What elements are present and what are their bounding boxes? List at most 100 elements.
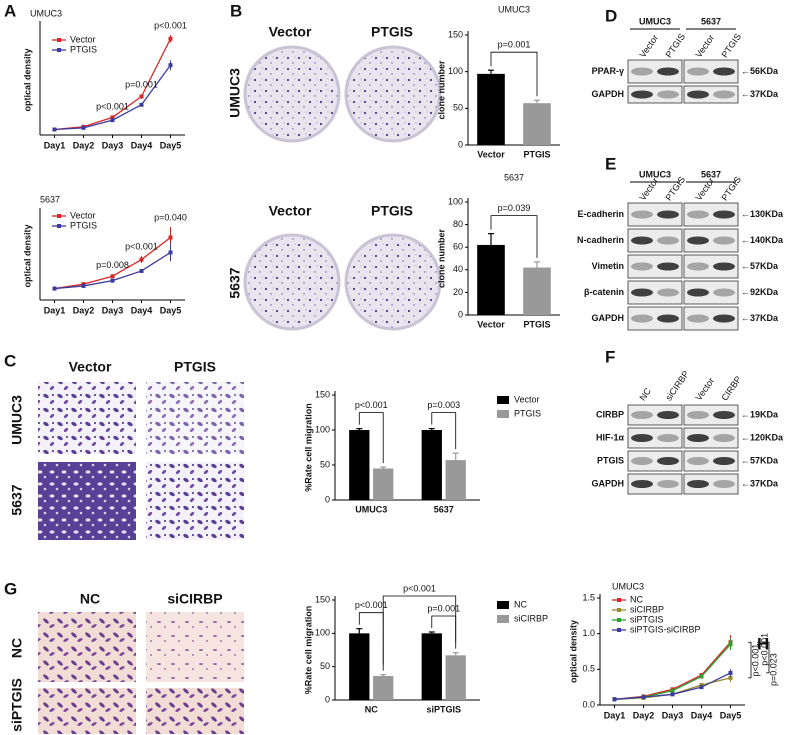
blot-band bbox=[657, 480, 679, 488]
x-tick-label: Day4 bbox=[131, 305, 153, 315]
annotation: p=0.039 bbox=[498, 203, 531, 213]
annotation: p=0.008 bbox=[96, 260, 129, 270]
colony-well bbox=[243, 45, 341, 143]
data-point bbox=[168, 63, 173, 68]
x-tick-label: Day4 bbox=[691, 710, 713, 720]
protein-label: GAPDH bbox=[591, 89, 624, 99]
blot-band bbox=[631, 90, 653, 99]
blot-band bbox=[713, 457, 735, 465]
panel-letter: E bbox=[605, 154, 616, 173]
x-tick-label: Day3 bbox=[102, 305, 124, 315]
blot-band bbox=[687, 411, 709, 419]
blot-strip bbox=[683, 280, 739, 305]
panel-letter: C bbox=[4, 351, 16, 370]
blot-band bbox=[713, 67, 735, 76]
blot-band bbox=[713, 210, 735, 219]
blot-strip bbox=[683, 85, 739, 104]
micrograph bbox=[38, 612, 136, 682]
legend-label: siPTGIS bbox=[630, 614, 664, 624]
bracket bbox=[766, 641, 770, 674]
blot-band bbox=[657, 262, 679, 271]
blot-band bbox=[687, 288, 709, 297]
lane-label: PTGIS bbox=[719, 175, 743, 203]
blot-group: 5637 bbox=[701, 16, 721, 26]
colony-well bbox=[344, 45, 442, 143]
row-label: 5637 bbox=[9, 484, 25, 515]
y-tick-label: 50 bbox=[320, 661, 330, 671]
x-tick-label: Day1 bbox=[604, 710, 626, 720]
data-point bbox=[110, 118, 115, 123]
y-tick-label: 1.0 bbox=[582, 628, 595, 638]
micrograph bbox=[146, 688, 244, 734]
legend-swatch bbox=[497, 410, 509, 418]
data-point bbox=[139, 257, 144, 262]
y-axis-label: optical density bbox=[22, 48, 32, 111]
data-point bbox=[168, 235, 173, 240]
legend-swatch bbox=[497, 615, 509, 623]
data-point bbox=[699, 683, 704, 688]
blot-group: UMUC3 bbox=[639, 16, 671, 26]
lane-label: Vector bbox=[693, 376, 716, 403]
column-label: Vector bbox=[269, 24, 312, 40]
legend-marker bbox=[617, 608, 621, 612]
lane-label: Vector bbox=[637, 33, 660, 60]
x-tick-label: PTGIS bbox=[523, 149, 550, 159]
column-label: PTGIS bbox=[371, 203, 413, 219]
legend-marker bbox=[617, 598, 621, 602]
blot-band bbox=[713, 288, 735, 297]
blot-band bbox=[687, 314, 709, 323]
legend-label: Vector bbox=[70, 210, 96, 220]
panel-letter: F bbox=[605, 347, 615, 366]
blot-group: UMUC3 bbox=[639, 169, 671, 179]
protein-label: E-cadherin bbox=[577, 209, 624, 219]
y-tick-label: 150 bbox=[448, 29, 463, 39]
bracket bbox=[748, 641, 752, 679]
annotation: p=0.001 bbox=[125, 80, 158, 90]
annotation: p<0.001 bbox=[403, 583, 436, 593]
blot-band bbox=[657, 288, 679, 297]
column-label: siCIRBP bbox=[167, 591, 222, 607]
x-tick-label: Day2 bbox=[633, 710, 655, 720]
bracket bbox=[490, 215, 538, 258]
blot-strip bbox=[683, 202, 739, 227]
size-label: ←19KDa bbox=[741, 409, 779, 419]
blot-strip bbox=[683, 306, 739, 331]
size-label: ←140KDa bbox=[741, 235, 784, 245]
size-label: ←92KDa bbox=[741, 287, 779, 297]
bracket bbox=[358, 412, 384, 464]
protein-label: β-catenin bbox=[584, 287, 624, 297]
bar bbox=[349, 633, 370, 700]
data-point bbox=[670, 692, 675, 697]
data-point bbox=[168, 36, 173, 41]
blot-band bbox=[687, 67, 709, 76]
y-tick-label: 0 bbox=[458, 139, 463, 149]
bar bbox=[421, 430, 442, 500]
legend-label: PTGIS bbox=[70, 44, 97, 54]
y-axis-label: %Rate cell migration bbox=[303, 606, 313, 695]
data-point bbox=[699, 674, 704, 679]
legend-marker bbox=[57, 38, 61, 42]
annotation: p<0.001 bbox=[355, 400, 388, 410]
micrograph bbox=[146, 382, 244, 454]
y-axis-label: %Rate cell migration bbox=[303, 403, 313, 492]
annotation: p=0.001 bbox=[427, 603, 460, 613]
column-label: PTGIS bbox=[174, 359, 216, 375]
y-tick-label: 0.0 bbox=[582, 699, 595, 709]
blot-strip bbox=[627, 280, 683, 305]
legend-label: Vector bbox=[70, 34, 96, 44]
x-tick-label: Day2 bbox=[73, 305, 95, 315]
annotation: p<0.001 bbox=[125, 241, 158, 251]
lane-label: NC bbox=[637, 386, 653, 403]
bar bbox=[445, 655, 466, 700]
column-label: Vector bbox=[269, 203, 312, 219]
size-label: ←37KDa bbox=[741, 478, 779, 488]
legend-swatch bbox=[497, 396, 509, 404]
blot-band bbox=[657, 67, 679, 76]
bar bbox=[477, 244, 505, 315]
annotation: p=0.040 bbox=[154, 212, 187, 222]
blot-strip bbox=[683, 427, 739, 449]
y-tick-label: 0 bbox=[458, 309, 463, 319]
data-point bbox=[641, 695, 646, 700]
y-tick-label: 150 bbox=[315, 594, 330, 604]
